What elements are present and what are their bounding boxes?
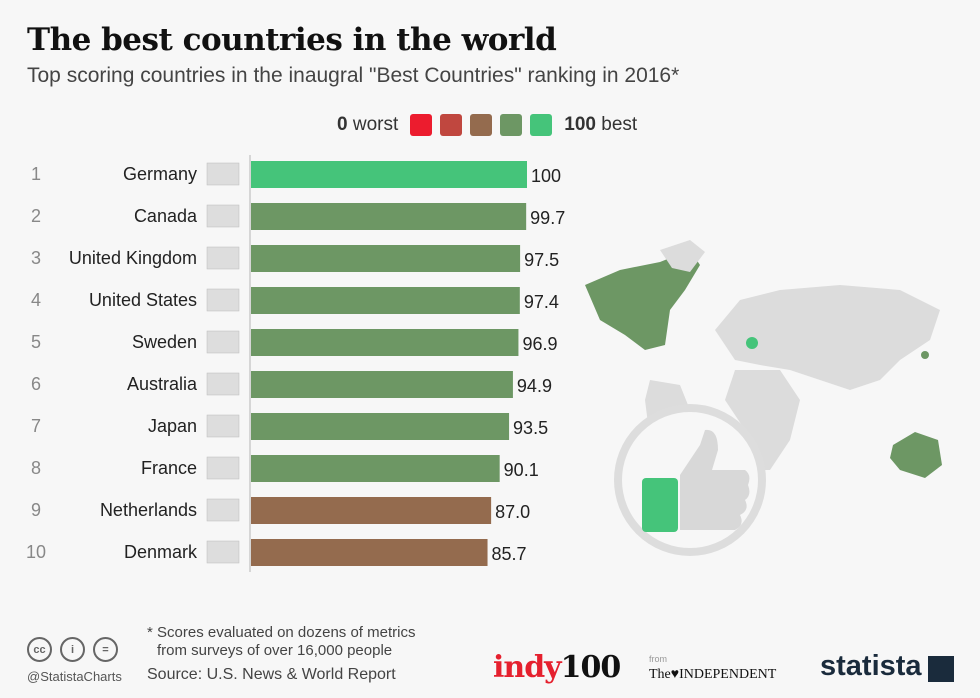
- flag-icon: [206, 288, 240, 312]
- indy100-logo: indy100: [493, 650, 621, 685]
- map-greenland: [660, 240, 705, 272]
- legend-swatch: [440, 114, 463, 136]
- flag-icon: [206, 330, 240, 354]
- independent-logo: The♥INDEPENDENT: [649, 667, 777, 682]
- bar: [251, 497, 492, 524]
- country-label: Netherlands: [100, 500, 197, 520]
- rank-label: 8: [31, 458, 41, 478]
- flag-icon: [206, 372, 240, 396]
- flag-icon: [206, 498, 240, 522]
- rank-label: 4: [31, 290, 41, 310]
- rank-label: 5: [31, 332, 41, 352]
- country-label: Canada: [134, 206, 198, 226]
- country-label: United Kingdom: [69, 248, 197, 268]
- no-derivatives-icon: =: [93, 637, 118, 662]
- flag-icon: [206, 414, 240, 438]
- chart-title: The best countries in the world: [27, 22, 557, 58]
- flag-icon: [206, 246, 240, 270]
- value-label: 94.9: [517, 376, 552, 396]
- bar: [251, 287, 520, 314]
- color-legend: 0 worst 100 best: [337, 114, 637, 136]
- value-label: 97.5: [524, 250, 559, 270]
- rank-label: 1: [31, 164, 41, 184]
- flag-icon: [206, 204, 240, 228]
- map-germany: [746, 337, 758, 349]
- legend-swatch: [470, 114, 493, 136]
- bar: [251, 539, 488, 566]
- country-label: Germany: [123, 164, 197, 184]
- map-africa: [725, 370, 800, 470]
- country-label: Australia: [127, 374, 198, 394]
- source: Source: U.S. News & World Report: [147, 666, 396, 683]
- map-japan: [921, 351, 929, 359]
- bar: [251, 245, 521, 272]
- rank-label: 6: [31, 374, 41, 394]
- rank-label: 10: [26, 542, 46, 562]
- statista-handle[interactable]: @StatistaCharts: [27, 669, 122, 684]
- statista-logo-icon: [928, 656, 954, 682]
- bar: [251, 203, 527, 230]
- value-label: 99.7: [530, 208, 565, 228]
- legend-swatch: [530, 114, 553, 136]
- value-label: 90.1: [504, 460, 539, 480]
- bar: [251, 161, 527, 188]
- bar: [251, 413, 510, 440]
- thumbs-up-icon: [614, 404, 766, 556]
- legend-swatch: [500, 114, 523, 136]
- legend-high-number: 100: [564, 114, 596, 135]
- country-label: United States: [89, 290, 197, 310]
- from-label: from: [649, 654, 667, 664]
- bar: [251, 455, 500, 482]
- bar: [251, 329, 519, 356]
- bar: [251, 371, 513, 398]
- legend-low-number: 0: [337, 114, 348, 135]
- value-label: 87.0: [495, 502, 530, 522]
- rank-label: 7: [31, 416, 41, 436]
- cc-icon: cc: [27, 637, 52, 662]
- footnote-line1: * Scores evaluated on dozens of metrics: [147, 624, 416, 641]
- country-label: Japan: [148, 416, 197, 436]
- legend-swatch: [410, 114, 433, 136]
- value-label: 100: [531, 166, 561, 186]
- flag-icon: [206, 540, 240, 564]
- country-label: France: [141, 458, 197, 478]
- country-label: Sweden: [132, 332, 197, 352]
- map-australia: [890, 432, 942, 478]
- value-label: 93.5: [513, 418, 548, 438]
- country-label: Denmark: [124, 542, 198, 562]
- rank-label: 2: [31, 206, 41, 226]
- map-europe-asia: [715, 285, 940, 390]
- map-north-america: [585, 250, 700, 350]
- rank-label: 3: [31, 248, 41, 268]
- flag-icon: [206, 162, 240, 186]
- flag-icon: [206, 456, 240, 480]
- value-label: 85.7: [492, 544, 527, 564]
- rank-label: 9: [31, 500, 41, 520]
- legend-high-label: best: [601, 114, 638, 135]
- value-label: 96.9: [522, 334, 557, 354]
- footnote-line2: from surveys of over 16,000 people: [157, 642, 393, 659]
- attribution-icon: i: [60, 637, 85, 662]
- legend-low-label: worst: [352, 114, 399, 135]
- value-label: 97.4: [524, 292, 559, 312]
- statista-logo: statista: [820, 650, 922, 682]
- chart-subtitle: Top scoring countries in the inaugral "B…: [27, 64, 680, 87]
